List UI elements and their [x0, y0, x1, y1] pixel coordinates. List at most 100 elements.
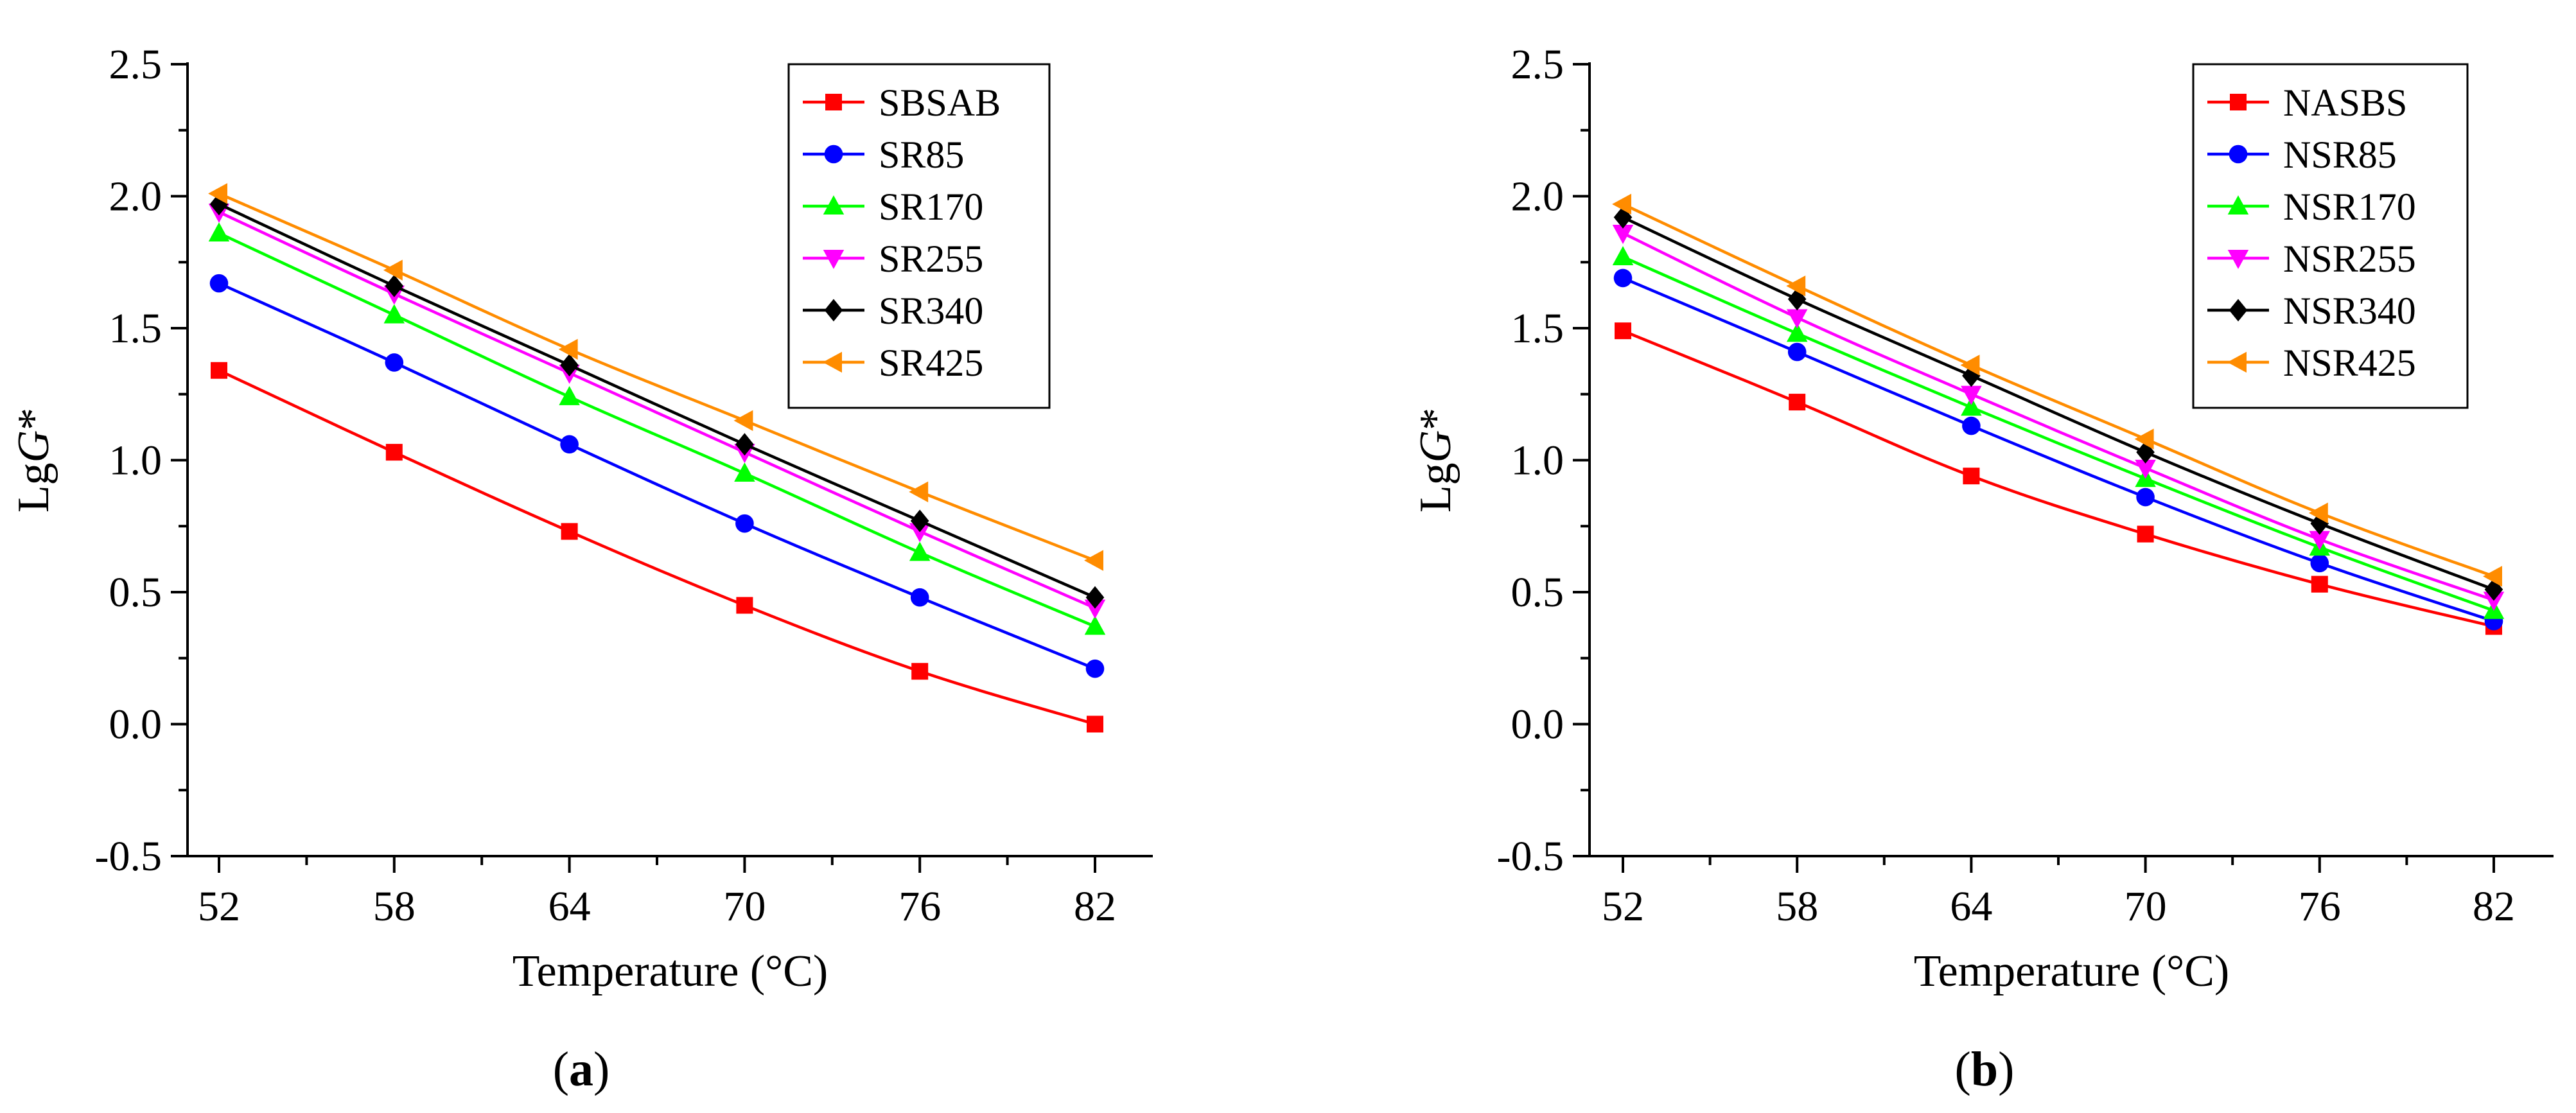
y-tick-label: 2.0 — [109, 173, 162, 220]
legend-marker — [824, 145, 843, 164]
data-point-NSR255 — [1612, 225, 1634, 244]
legend-marker — [823, 351, 842, 373]
chart-panel-b: -0.5 0.0 0.5 1.0 1.5 2.0 2.5 52 58 64 70 76 82 Temper… — [1411, 41, 2554, 1096]
data-point-SR85 — [735, 514, 754, 533]
legend-marker — [2229, 145, 2248, 164]
x-tick-label: 70 — [2125, 883, 2167, 930]
data-point-SR255 — [1084, 599, 1106, 619]
data-point-SBSAB — [385, 444, 403, 461]
x-tick-label: 64 — [548, 883, 591, 930]
y-tick-label: -0.5 — [1497, 833, 1564, 880]
series-line-SR170 — [218, 232, 1096, 628]
data-point-NSR255 — [2309, 530, 2331, 550]
data-point-SBSAB — [211, 362, 227, 379]
data-point-NASBS — [1963, 468, 1980, 485]
legend-label: NSR170 — [2283, 186, 2416, 228]
legend-marker — [825, 94, 842, 110]
series-line-SR85 — [218, 282, 1096, 670]
legend-label: SR85 — [879, 134, 964, 176]
data-point-NSR85 — [2310, 554, 2329, 573]
data-point-NASBS — [1789, 394, 1806, 411]
data-point-NSR340 — [2310, 512, 2329, 535]
legend-marker — [824, 299, 843, 322]
y-tick-label: 2.5 — [109, 41, 162, 88]
legend-label: NSR85 — [2283, 134, 2397, 176]
data-point-SR170 — [1084, 615, 1106, 635]
data-point-NSR425 — [2483, 566, 2502, 587]
chart-panel-a: -0.5 0.0 0.5 1.0 1.5 2.0 2.5 52 58 64 70 76 82 Temper… — [9, 41, 1153, 1096]
data-point-SR425 — [909, 481, 929, 503]
y-tick-label: 0.5 — [1511, 569, 1564, 616]
data-point-SR85 — [1085, 659, 1105, 678]
y-tick-label: 0.0 — [1511, 701, 1564, 748]
data-point-SR170 — [559, 385, 580, 405]
panel-label: (b) — [1955, 1042, 2015, 1096]
data-point-NSR255 — [2135, 459, 2156, 479]
legend-marker — [2227, 351, 2247, 373]
x-tick-label: 76 — [2299, 883, 2341, 930]
x-axis-title: Temperature (°C) — [1914, 947, 2229, 996]
data-point-NSR255 — [1786, 309, 1808, 329]
x-tick-label: 82 — [2473, 883, 2515, 930]
x-tick-label: 70 — [723, 883, 766, 930]
y-tick-label: 1.0 — [109, 437, 162, 484]
data-point-NSR425 — [2308, 502, 2328, 523]
y-axis-title: LgG* — [1411, 408, 1460, 513]
data-point-SBSAB — [911, 663, 929, 680]
x-tick-label: 58 — [1776, 883, 1818, 930]
data-point-SR170 — [383, 304, 405, 324]
data-point-SBSAB — [561, 523, 578, 540]
data-point-NSR85 — [1613, 268, 1633, 288]
data-point-NSR425 — [1786, 275, 1806, 297]
data-point-NSR340 — [1962, 364, 1981, 387]
legend-label: NSR425 — [2283, 342, 2416, 384]
x-tick-label: 76 — [898, 883, 941, 930]
legend-marker — [823, 250, 845, 269]
y-axis-title: LgG* — [9, 408, 58, 513]
y-tick-label: 1.5 — [1511, 305, 1564, 352]
legend-label: NASBS — [2283, 82, 2407, 124]
data-point-NSR170 — [1961, 396, 1982, 416]
legend-box — [787, 63, 1051, 409]
data-point-NSR85 — [1787, 342, 1807, 362]
legend-label: SR425 — [879, 342, 983, 384]
legend-label: NSR255 — [2283, 238, 2416, 280]
data-point-NSR255 — [2483, 592, 2505, 611]
data-point-SR170 — [734, 462, 755, 482]
data-point-NSR255 — [1961, 385, 1982, 405]
data-point-NSR425 — [1612, 193, 1631, 215]
data-point-SR85 — [910, 588, 929, 607]
legend-label: SBSAB — [879, 82, 1001, 124]
data-point-SR85 — [209, 274, 229, 293]
y-tick-label: 2.0 — [1511, 173, 1564, 220]
data-point-SBSAB — [1087, 715, 1103, 733]
data-point-SR425 — [208, 183, 227, 204]
series-line-NSR425 — [1622, 202, 2494, 578]
data-point-NSR340 — [1787, 288, 1807, 311]
y-tick-label: 2.5 — [1511, 41, 1564, 88]
legend-label: SR170 — [879, 186, 983, 228]
legend-marker — [823, 195, 845, 215]
x-tick-label: 52 — [1602, 883, 1644, 930]
legend-label: SR340 — [879, 290, 983, 332]
series-line-SR425 — [218, 192, 1096, 562]
data-point-SR340 — [385, 274, 404, 297]
x-tick-label: 82 — [1074, 883, 1116, 930]
data-point-NSR85 — [1962, 416, 1981, 435]
data-point-SR255 — [909, 523, 931, 543]
data-point-SR170 — [909, 541, 931, 561]
x-tick-label: 58 — [373, 883, 416, 930]
x-axis-title: Temperature (°C) — [513, 947, 828, 996]
data-point-SR340 — [560, 353, 579, 377]
data-point-NASBS — [2137, 525, 2154, 543]
y-tick-label: 1.5 — [109, 305, 162, 352]
legend-marker — [2227, 195, 2249, 215]
legend-box — [2192, 63, 2469, 409]
legend-label: NSR340 — [2283, 290, 2416, 332]
x-tick-label: 64 — [1950, 883, 1992, 930]
y-tick-label: -0.5 — [95, 833, 162, 880]
data-point-SR340 — [735, 433, 754, 456]
data-point-SR340 — [910, 509, 929, 532]
data-point-SBSAB — [736, 597, 753, 614]
data-point-NSR425 — [2134, 428, 2154, 450]
